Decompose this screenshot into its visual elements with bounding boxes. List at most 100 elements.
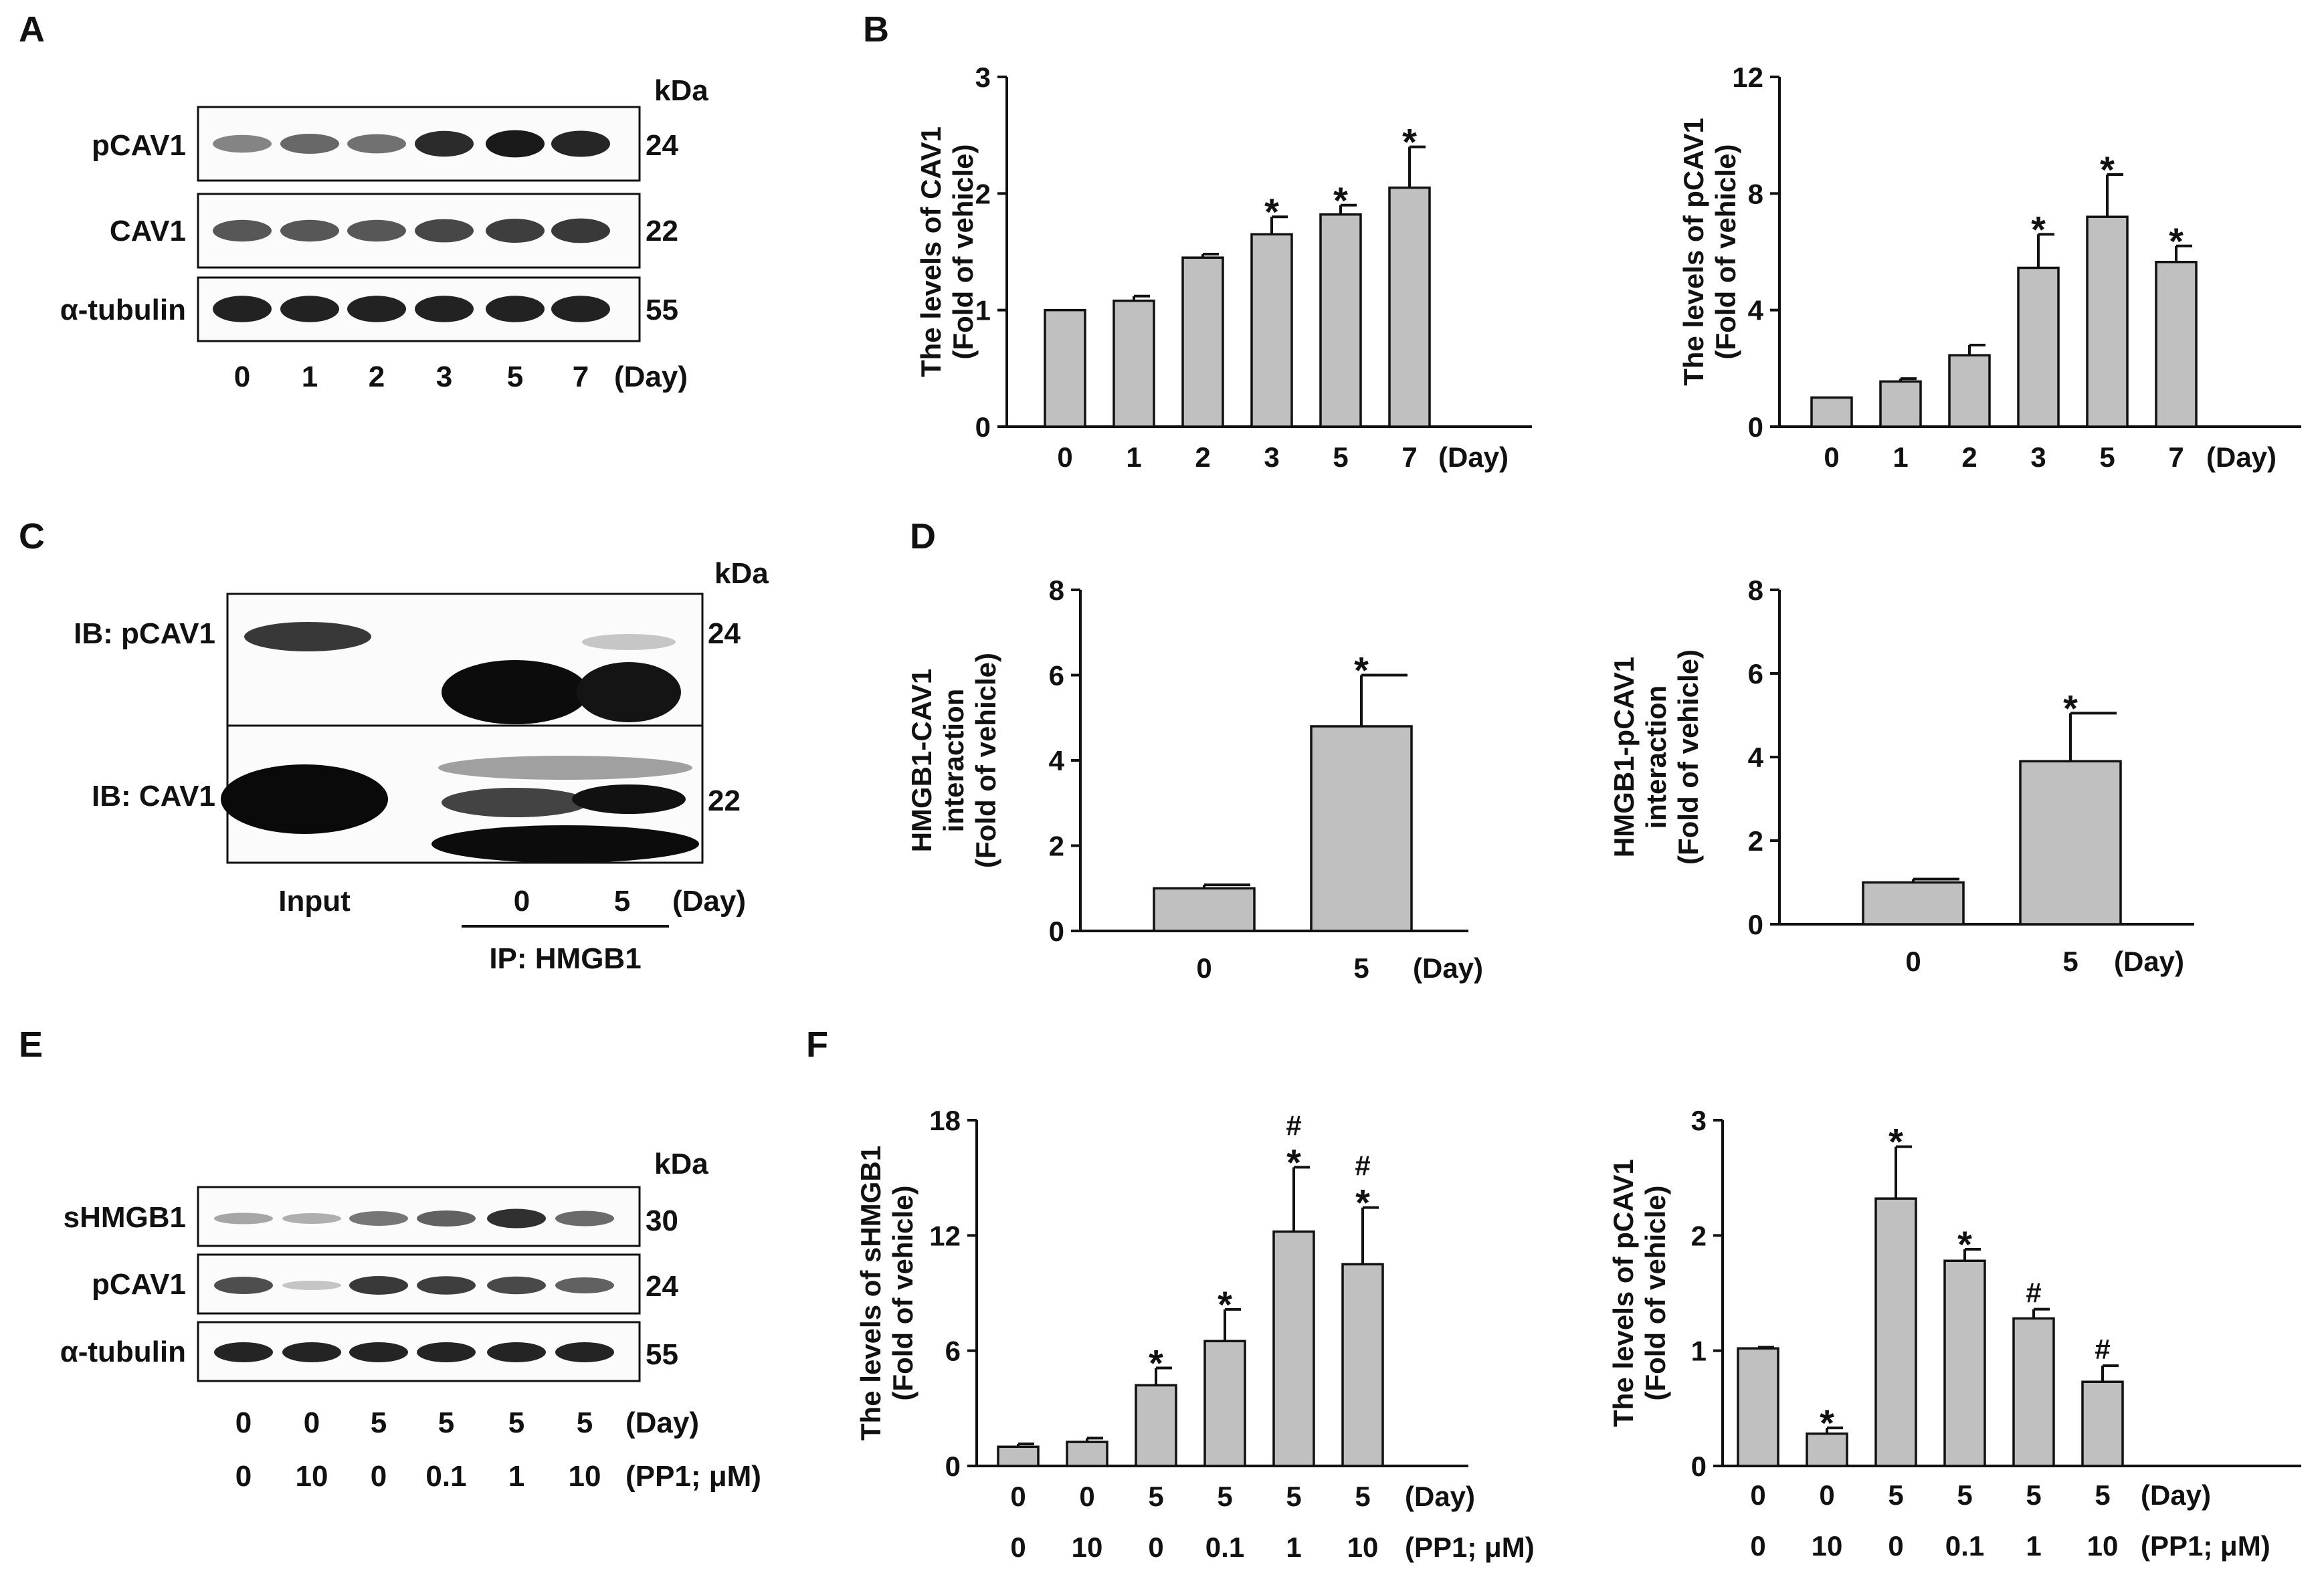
lane-unit-label: (Day) xyxy=(672,885,746,918)
bar xyxy=(1066,1441,1108,1467)
panel-letter-c: C xyxy=(19,516,45,556)
blot-band xyxy=(282,1213,341,1224)
blot-band xyxy=(282,1342,341,1362)
significance-star: * xyxy=(2031,208,2046,250)
blot-band xyxy=(213,296,272,322)
panel-letter-e: E xyxy=(19,1025,43,1065)
blot-row-kda-tubulin: 55 xyxy=(646,294,678,326)
blot-row-label-pcav1-e: pCAV1 xyxy=(92,1268,186,1301)
bar xyxy=(997,1445,1040,1467)
x-tick-label-2: 1 xyxy=(2026,1530,2041,1562)
pp1-label: 10 xyxy=(569,1460,601,1493)
kda-label-e: kDa xyxy=(654,1148,708,1180)
blot-band xyxy=(417,1210,476,1227)
x-tick-label: 1 xyxy=(1126,441,1141,473)
y-axis-label: The levels of CAV1 xyxy=(915,126,947,377)
pp1-label: 0.1 xyxy=(425,1460,466,1493)
significance-star: * xyxy=(2169,220,2184,262)
panel-letter-b: B xyxy=(863,9,889,49)
band-ip-day0-pcav1 xyxy=(442,660,589,724)
input-label: Input xyxy=(278,885,351,918)
significance-star: * xyxy=(1820,1402,1834,1444)
blot-row-label-shmgb1: sHMGB1 xyxy=(64,1201,186,1234)
blot-band xyxy=(213,219,272,242)
y-axis-label: HMGB1-pCAV1 xyxy=(1608,657,1640,857)
x-tick-label: 1 xyxy=(1893,441,1908,473)
x-tick-label: 5 xyxy=(1353,952,1369,984)
blot-a: kDa pCAV1 24 CAV1 22 α-tubulin 55 0 1 2 … xyxy=(60,74,709,393)
y-tick-label: 3 xyxy=(975,62,991,93)
chart-d1: 0 2 4 6 8 HMGB1-CAV1 interaction (Fold of vehic… xyxy=(906,574,1483,984)
blot-row-label-ib-pcav1: IB: pCAV1 xyxy=(74,617,215,650)
bar xyxy=(1737,1347,1779,1467)
significance-star: * xyxy=(1957,1223,1972,1265)
significance-star: * xyxy=(1354,649,1369,692)
bar xyxy=(1319,213,1362,428)
y-tick-label: 8 xyxy=(1748,574,1763,606)
y-axis-label: (Fold of vehicle) xyxy=(1710,144,1741,359)
y-tick-label: 0 xyxy=(975,411,991,443)
band-ip-day5-cav1 xyxy=(572,784,686,814)
significance-hash: # xyxy=(1355,1150,1370,1182)
kda-label-a: kDa xyxy=(654,74,708,107)
x-tick-label: 3 xyxy=(2030,441,2046,473)
day-label: 0 xyxy=(304,1406,320,1439)
blot-row-label-tubulin: α-tubulin xyxy=(60,294,186,326)
x-tick-label: 0 xyxy=(1824,441,1839,473)
bar xyxy=(2086,215,2129,428)
blot-row-kda-tubulin-e: 55 xyxy=(646,1338,678,1371)
x-unit-label-2: (PP1; μM) xyxy=(2141,1530,2270,1562)
blot-row-kda-cav1: 22 xyxy=(646,215,678,247)
bands-tubulin xyxy=(213,296,610,322)
x-tick-label-2: 0 xyxy=(1888,1530,1903,1562)
x-tick-label: 5 xyxy=(1888,1479,1903,1511)
blot-band xyxy=(415,219,474,243)
blot-band xyxy=(487,1276,546,1295)
blot-band xyxy=(214,1342,273,1362)
band-ip-cav1-upper xyxy=(438,756,692,780)
pp1-label: 10 xyxy=(296,1460,328,1493)
x-tick-label: 5 xyxy=(2062,946,2078,977)
significance-star: * xyxy=(1402,121,1417,163)
pp1-label: 0 xyxy=(371,1460,387,1493)
blot-row-kda-ib-pcav1: 24 xyxy=(708,617,741,650)
blot-band xyxy=(213,134,272,153)
significance-star: * xyxy=(2063,687,2078,729)
day-label: 5 xyxy=(508,1406,524,1439)
y-tick-label: 8 xyxy=(1049,574,1064,606)
y-tick-label: 2 xyxy=(1691,1220,1707,1251)
x-tick-label: 5 xyxy=(2095,1479,2110,1511)
x-tick-label-2: 1 xyxy=(1286,1531,1301,1563)
blot-band xyxy=(486,296,545,322)
bar xyxy=(1272,1230,1315,1467)
x-tick-label: 2 xyxy=(1195,441,1210,473)
x-tick-label: 0 xyxy=(1196,952,1212,984)
y-axis-label: HMGB1-CAV1 xyxy=(906,669,937,853)
x-tick-label-2: 0 xyxy=(1750,1530,1765,1562)
blot-band xyxy=(347,296,406,322)
bar xyxy=(1879,380,1922,428)
band-input-pcav1 xyxy=(244,622,371,651)
bar xyxy=(2155,261,2198,428)
blot-band xyxy=(487,1342,546,1362)
bands-cav1 xyxy=(213,218,610,243)
blot-row-kda-pcav1-e: 24 xyxy=(646,1270,678,1303)
y-axis-label: The levels of pCAV1 xyxy=(1678,118,1709,386)
y-tick-label: 1 xyxy=(1691,1336,1707,1367)
bands-shmgb1 xyxy=(214,1208,614,1229)
lane-label: 3 xyxy=(436,360,452,393)
y-tick-label: 1 xyxy=(975,295,991,326)
y-tick-label: 2 xyxy=(1748,825,1763,857)
x-tick-label-2: 10 xyxy=(2087,1530,2119,1562)
bar xyxy=(1874,1197,1917,1467)
y-tick-label: 0 xyxy=(1748,909,1763,940)
x-tick-label: 5 xyxy=(1148,1481,1163,1512)
y-tick-label: 2 xyxy=(975,178,991,209)
x-tick-label-2: 10 xyxy=(1072,1531,1103,1563)
bar xyxy=(1112,299,1155,428)
x-tick-label: 5 xyxy=(2026,1479,2041,1511)
x-tick-label: 0 xyxy=(1905,946,1921,977)
y-tick-label: 6 xyxy=(1049,660,1064,692)
